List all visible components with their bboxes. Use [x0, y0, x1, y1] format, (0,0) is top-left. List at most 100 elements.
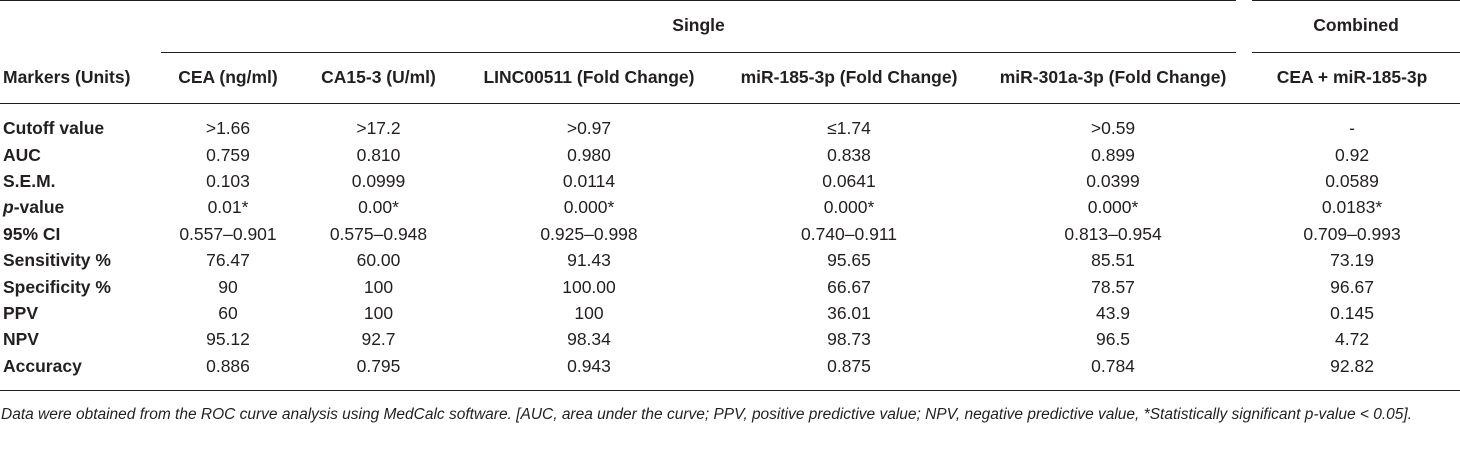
row-header-label: Markers (Units): [0, 52, 161, 104]
table-cell: -: [1349, 118, 1355, 139]
table-spacer: [0, 103, 1460, 116]
row-label-text: Cutoff value: [3, 118, 105, 139]
row-label: Specificity %: [0, 274, 161, 300]
table-cell: 0.759: [206, 144, 250, 165]
group-header-blank: [0, 0, 161, 52]
row-label: PPV: [0, 300, 161, 326]
table-row: 95% CI 0.557–0.901 0.575–0.948 0.925–0.998 0…: [0, 221, 1460, 247]
table-cell: >17.2: [356, 118, 401, 139]
table-cell: 100: [363, 276, 394, 297]
table-cell: 0.01*: [207, 197, 249, 218]
table-cell: 96.67: [1330, 276, 1374, 297]
table-cell: 0.795: [356, 355, 401, 376]
column-header-mir-301a-3p: miR-301a-3p (Fold Change): [982, 52, 1245, 104]
table-row: Specificity % 90 100 100.00 66.67 78.57 96.67: [0, 274, 1460, 300]
table-cell: 0.899: [1091, 144, 1135, 165]
row-label-text: AUC: [3, 144, 41, 165]
table-cell: 4.72: [1335, 329, 1370, 350]
row-label-text: -value: [13, 197, 65, 218]
row-label: AUC: [0, 142, 161, 168]
table-cell: 92.7: [361, 329, 396, 350]
table-cell: 76.47: [206, 250, 250, 271]
table-cell: 60.00: [356, 250, 401, 271]
table-cell: 100: [574, 302, 604, 323]
row-label-text: PPV: [3, 302, 39, 323]
table-cell: 0.813–0.954: [1064, 223, 1162, 244]
column-header-cea: CEA (ng/ml): [161, 52, 295, 104]
table-cell: 100.00: [562, 276, 616, 297]
column-header-ca15-3: CA15-3 (U/ml): [295, 52, 462, 104]
table-cell: 0.0183*: [1321, 197, 1383, 218]
table-cell: 73.19: [1330, 250, 1374, 271]
table-cell: 0.810: [356, 144, 401, 165]
table-row: Accuracy 0.886 0.795 0.943 0.875 0.784 92.82: [0, 353, 1460, 379]
table-cell: 0.000*: [563, 197, 615, 218]
table-cell: >0.59: [1090, 118, 1136, 139]
table-cell: 0.557–0.901: [179, 223, 277, 244]
table-cell: 0.838: [827, 144, 871, 165]
table-cell: 0.000*: [823, 197, 875, 218]
row-label-text: Specificity %: [3, 276, 111, 297]
table-row: NPV 95.12 92.7 98.34 98.73 96.5 4.72: [0, 327, 1460, 353]
column-header-row: Markers (Units) CEA (ng/ml) CA15-3 (U/ml…: [0, 52, 1460, 104]
table-cell: 78.57: [1091, 276, 1135, 297]
table-cell: 0.709–0.993: [1303, 223, 1401, 244]
row-label-italic-prefix: p: [3, 197, 14, 218]
table-row: PPV 60 100 100 36.01 43.9 0.145: [0, 300, 1460, 326]
row-label-text: Accuracy: [3, 355, 82, 376]
row-label-text: S.E.M.: [3, 170, 56, 191]
table-cell: >0.97: [566, 118, 612, 139]
group-header-row: Single Combined: [0, 0, 1460, 53]
table-cell: 0.943: [567, 355, 611, 376]
table-cell: 95.12: [206, 329, 250, 350]
row-label: Accuracy: [0, 353, 161, 379]
row-label: S.E.M.: [0, 168, 161, 194]
row-label-text: Sensitivity %: [3, 250, 111, 271]
group-header-combined: Combined: [1236, 0, 1460, 53]
table-cell: 90: [218, 276, 238, 297]
table-cell: 100: [363, 302, 394, 323]
roc-table: Single Combined Markers (Units) CEA (ng/…: [0, 0, 1460, 392]
table-cell: 66.67: [827, 276, 871, 297]
table-cell: 0.0589: [1325, 170, 1379, 191]
table-cell: 0.575–0.948: [329, 223, 428, 244]
table-cell: ≤1.74: [827, 118, 871, 139]
row-label: Sensitivity %: [0, 247, 161, 273]
table-row: Cutoff value >1.66 >17.2 >0.97 ≤1.74 >0.59 -: [0, 116, 1460, 142]
table-cell: 0.980: [567, 144, 611, 165]
table-cell: 43.9: [1095, 302, 1131, 323]
table-cell: 85.51: [1091, 250, 1135, 271]
table-cell: 0.103: [206, 170, 250, 191]
table-body: Cutoff value >1.66 >17.2 >0.97 ≤1.74 >0.59 - AU…: [0, 103, 1460, 392]
table-cell: 96.5: [1095, 329, 1131, 350]
table-cell: 0.784: [1091, 355, 1135, 376]
table-cell: 91.43: [567, 250, 611, 271]
table-cell: 98.73: [827, 329, 871, 350]
table-cell: 36.01: [827, 302, 871, 323]
table-cell: 0.0641: [822, 170, 876, 191]
row-label-text: 95% CI: [3, 223, 61, 244]
table-cell: 0.000*: [1087, 197, 1139, 218]
table-cell: 0.875: [827, 355, 871, 376]
table-cell: 0.925–0.998: [540, 223, 638, 244]
table-row: Sensitivity % 76.47 60.00 91.43 95.65 85.51 73…: [0, 247, 1460, 273]
row-label: p-value: [0, 195, 161, 221]
table-cell: >1.66: [205, 118, 251, 139]
group-header-single: Single: [161, 0, 1245, 53]
table-cell: 0.886: [206, 355, 250, 376]
row-label: 95% CI: [0, 221, 161, 247]
row-label: NPV: [0, 327, 161, 353]
row-label-text: NPV: [3, 329, 39, 350]
column-header-mir-185-3p: miR-185-3p (Fold Change): [716, 52, 982, 104]
table-row: p-value 0.01* 0.00* 0.000* 0.000* 0.000* 0.018…: [0, 195, 1460, 221]
column-header-linc00511: LINC00511 (Fold Change): [462, 52, 716, 104]
table-cell: 92.82: [1330, 355, 1374, 376]
table-cell: 0.0399: [1086, 170, 1140, 191]
column-header-combined: CEA + miR-185-3p: [1244, 52, 1460, 104]
table-cell: 0.740–0.911: [800, 223, 898, 244]
table-bottom-rule: [0, 379, 1460, 392]
table-cell: 0.145: [1330, 302, 1374, 323]
table-row: S.E.M. 0.103 0.0999 0.0114 0.0641 0.0399 0.058…: [0, 168, 1460, 194]
table-cell: 95.65: [827, 250, 871, 271]
